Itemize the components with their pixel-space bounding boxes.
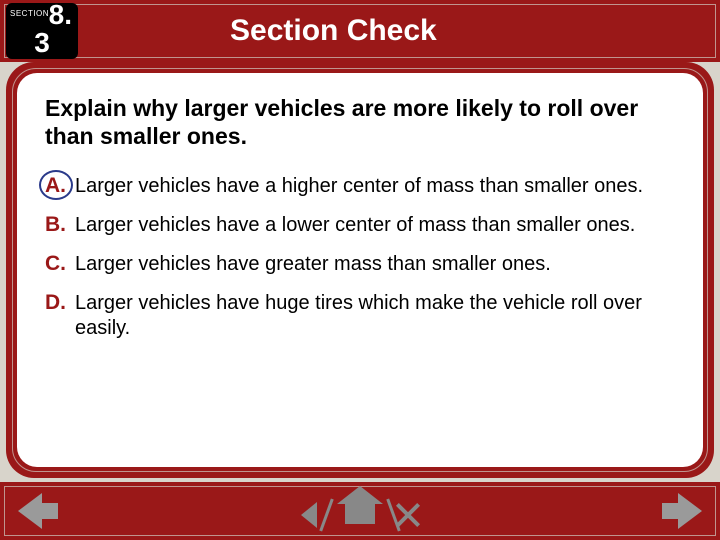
home-button[interactable] bbox=[337, 486, 383, 526]
option-text: Larger vehicles have greater mass than s… bbox=[75, 252, 551, 277]
section-tab: SECTION 8. 3 bbox=[6, 3, 78, 59]
nav-center-cluster bbox=[295, 484, 425, 538]
arrow-left-tail bbox=[40, 503, 58, 519]
next-button[interactable] bbox=[658, 493, 702, 529]
option-letter: B. bbox=[45, 213, 75, 237]
option-d[interactable]: D. Larger vehicles have huge tires which… bbox=[45, 291, 675, 341]
header-bar: SECTION 8. 3 Section Check bbox=[0, 0, 720, 62]
content-panel: Explain why larger vehicles are more lik… bbox=[17, 73, 703, 467]
option-letter: C. bbox=[45, 252, 75, 276]
option-text: Larger vehicles have huge tires which ma… bbox=[75, 291, 675, 341]
section-number: 3 bbox=[6, 27, 78, 59]
content-panel-border: Explain why larger vehicles are more lik… bbox=[12, 68, 708, 472]
footer-bar bbox=[0, 482, 720, 540]
prev-button[interactable] bbox=[18, 493, 62, 529]
option-a[interactable]: A. Larger vehicles have a higher center … bbox=[45, 174, 675, 199]
option-text: Larger vehicles have a lower center of m… bbox=[75, 213, 635, 238]
page-title: Section Check bbox=[230, 14, 437, 48]
option-text: Larger vehicles have a higher center of … bbox=[75, 174, 643, 199]
home-body-icon bbox=[345, 502, 375, 524]
option-b[interactable]: B. Larger vehicles have a lower center o… bbox=[45, 213, 675, 238]
back-icon[interactable] bbox=[301, 502, 323, 528]
section-label: SECTION bbox=[10, 9, 49, 18]
arrow-right-icon bbox=[678, 493, 702, 529]
content-panel-outer: Explain why larger vehicles are more lik… bbox=[6, 62, 714, 478]
option-letter: A. bbox=[45, 174, 75, 198]
close-button[interactable] bbox=[395, 502, 421, 528]
option-c[interactable]: C. Larger vehicles have greater mass tha… bbox=[45, 252, 675, 277]
arrow-left-icon bbox=[18, 493, 42, 529]
option-letter: D. bbox=[45, 291, 75, 315]
question-text: Explain why larger vehicles are more lik… bbox=[45, 95, 675, 150]
slide: SECTION 8. 3 Section Check Explain why l… bbox=[0, 0, 720, 540]
